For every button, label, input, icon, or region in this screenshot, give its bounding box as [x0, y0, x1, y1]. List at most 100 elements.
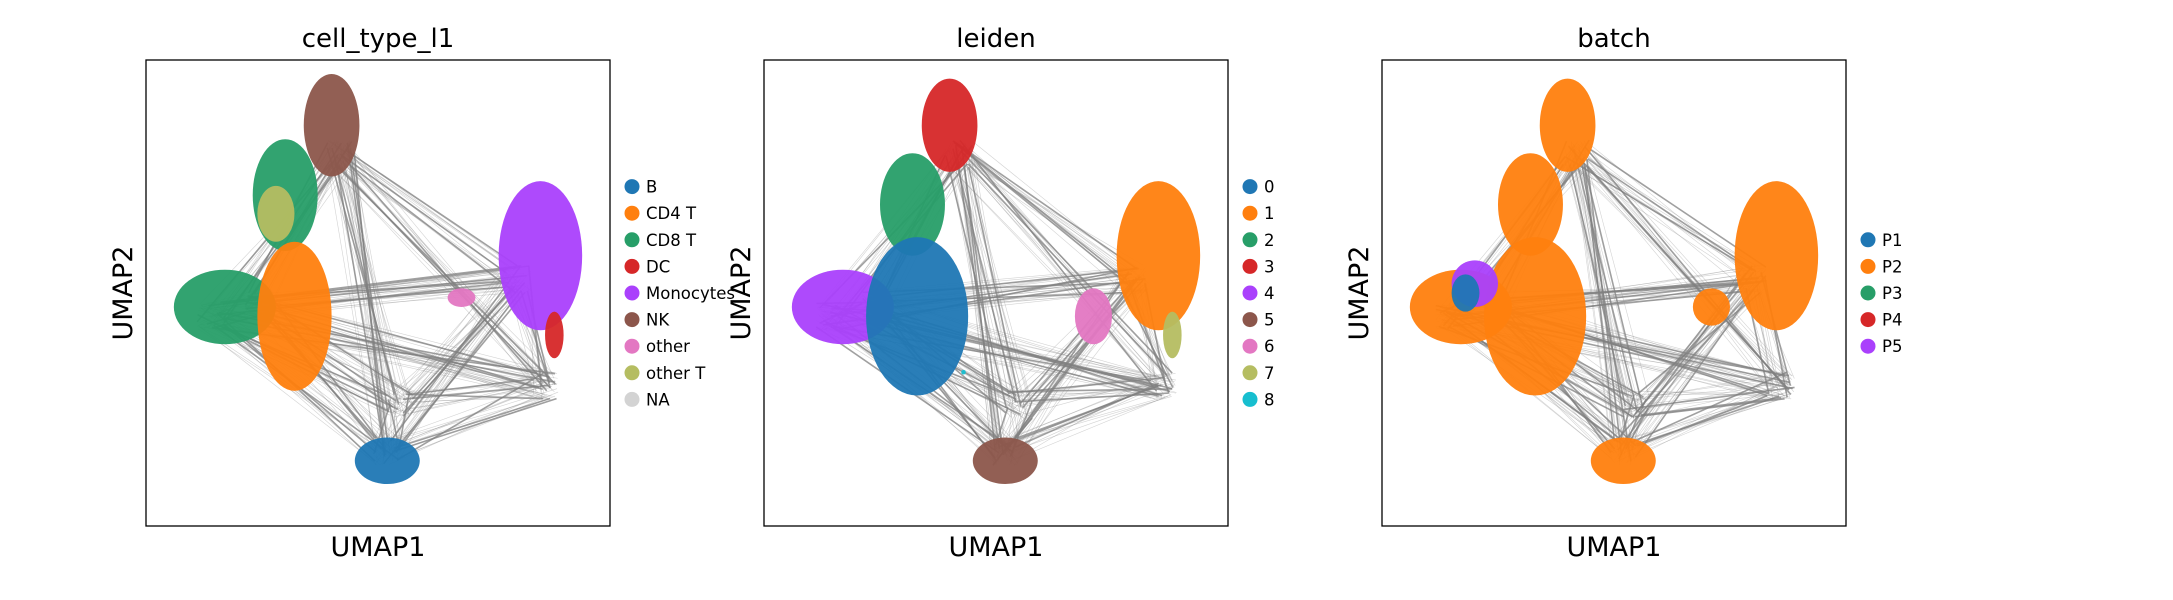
- edge-line: [1581, 147, 1781, 386]
- edge-line: [962, 148, 1143, 280]
- legend-label: DC: [646, 257, 670, 276]
- edge-line: [1022, 278, 1135, 409]
- legend-label: P2: [1882, 257, 1902, 276]
- edge-line: [327, 166, 378, 459]
- edge-line: [960, 151, 1173, 374]
- cluster-p2: [1590, 437, 1656, 485]
- edge-line: [331, 150, 555, 376]
- edge-line: [342, 145, 385, 465]
- edge-line: [389, 383, 558, 413]
- edge-line: [1572, 146, 1613, 449]
- cluster-p2: [1498, 153, 1563, 256]
- x-axis-label: UMAP1: [331, 532, 426, 563]
- edge-line: [326, 147, 400, 405]
- edge-line: [329, 148, 557, 385]
- edge-line: [393, 288, 531, 394]
- edge-line: [336, 139, 390, 400]
- legend-marker: [1242, 338, 1258, 354]
- edge-line: [1619, 268, 1766, 450]
- edge-line: [347, 148, 538, 386]
- edge-line: [1020, 382, 1159, 408]
- edge-line: [341, 157, 410, 416]
- edge-line: [327, 164, 541, 376]
- plot-area: [173, 73, 583, 485]
- edge-line: [1624, 382, 1789, 402]
- panel-title: batch: [1577, 24, 1650, 54]
- legend-label: CD4 T: [646, 204, 697, 223]
- edge-line: [393, 397, 551, 450]
- legend: 0 1 2 3 4 5 6 7 8: [1242, 178, 1275, 409]
- edge-line: [1569, 158, 1626, 450]
- edge-line: [396, 394, 548, 448]
- edge-line: [956, 154, 1170, 389]
- edge-line: [395, 391, 559, 460]
- legend-label: NK: [646, 311, 670, 330]
- edge-line: [1625, 387, 1776, 444]
- edge-line: [1563, 146, 1634, 419]
- legend-marker: [1242, 391, 1258, 407]
- legend-label: B: [646, 178, 657, 197]
- edge-line: [375, 289, 511, 459]
- edge-line: [959, 145, 1141, 282]
- edge-line: [337, 165, 555, 393]
- edge-line: [958, 158, 1153, 375]
- edge-line: [952, 166, 1022, 417]
- legend-marker: [1242, 205, 1258, 221]
- edge-line: [965, 158, 1153, 387]
- edge-line: [327, 139, 518, 272]
- edge-line: [959, 167, 993, 461]
- edge-line: [1009, 384, 1163, 455]
- edge-line: [1573, 149, 1638, 410]
- edge-line: [1630, 387, 1788, 407]
- edge-line: [1578, 151, 1757, 267]
- edge-line: [966, 155, 1124, 292]
- y-axis-label: UMAP2: [108, 246, 139, 341]
- legend-label: 1: [1264, 204, 1275, 223]
- edge-line: [1014, 392, 1169, 403]
- edge-line: [345, 150, 518, 267]
- edge-line: [211, 326, 386, 457]
- legend-label: P5: [1882, 337, 1902, 356]
- edge-line: [1006, 391, 1159, 395]
- edge-line: [1581, 142, 1650, 399]
- edge-line: [1578, 149, 1795, 392]
- legend-marker: [624, 391, 640, 407]
- edge-line: [1016, 384, 1162, 439]
- edge-line: [1573, 164, 1634, 405]
- edge-line: [1621, 288, 1759, 463]
- legend-label: 5: [1264, 311, 1275, 330]
- cluster-p1: [1451, 274, 1480, 312]
- legend-marker: [1860, 258, 1876, 274]
- edge-line: [341, 141, 538, 392]
- legend-marker: [624, 285, 640, 301]
- legend-label: 3: [1264, 257, 1275, 276]
- edge-line: [1619, 394, 1635, 441]
- edge-line: [1021, 290, 1139, 407]
- edge-line: [1633, 289, 1753, 451]
- edge-line: [1578, 160, 1772, 393]
- legend-label: other: [646, 337, 690, 356]
- edge-line: [354, 157, 392, 402]
- edge-line: [393, 378, 550, 418]
- edge-line: [1644, 398, 1779, 417]
- legend-label: 6: [1264, 337, 1275, 356]
- edge-line: [1567, 160, 1792, 382]
- cluster-1: [1116, 181, 1201, 331]
- edge-line: [405, 393, 544, 400]
- edge-line: [1625, 391, 1771, 394]
- edge-line: [407, 265, 506, 392]
- legend-marker: [1860, 338, 1876, 354]
- edge-line: [1636, 395, 1780, 445]
- cluster-other: [447, 288, 476, 307]
- edge-line: [1583, 140, 1769, 387]
- cluster-cd4-t: [257, 241, 332, 391]
- edge-line: [948, 149, 1002, 439]
- edge-line: [1567, 159, 1632, 419]
- legend-marker: [1860, 232, 1876, 248]
- cluster-other-t: [257, 185, 295, 242]
- edge-line: [345, 148, 521, 271]
- edge-line: [1632, 271, 1755, 418]
- edge-line: [393, 390, 534, 446]
- edge-line: [972, 149, 1017, 402]
- edge-line: [398, 289, 515, 401]
